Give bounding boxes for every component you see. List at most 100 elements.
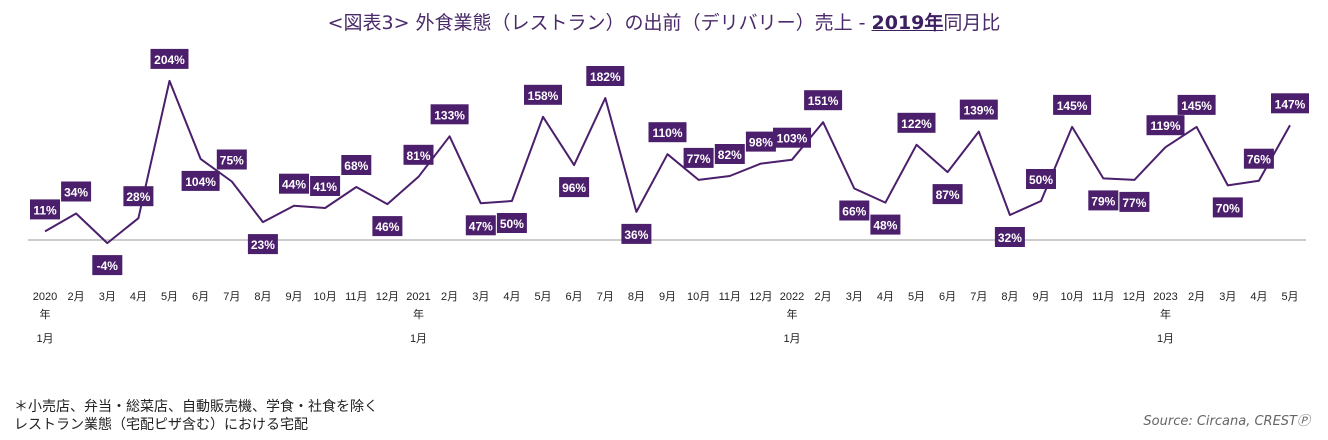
x-tick-label: 2021 — [406, 291, 430, 303]
data-label-box — [897, 112, 936, 133]
title-year: 2019年 — [871, 12, 944, 34]
data-label: 77% — [1122, 196, 1146, 210]
data-label-box — [279, 173, 309, 194]
x-tick-label: 10月 — [313, 291, 336, 303]
data-label-box — [932, 184, 963, 205]
data-label: 76% — [1247, 153, 1271, 167]
x-tick-label: 7月 — [970, 291, 987, 303]
x-tick-label: 12月 — [749, 291, 772, 303]
data-label: 47% — [469, 219, 493, 233]
x-tick-month: 1月 — [1157, 333, 1174, 345]
footnote-line-2: レストラン業態（宅配ピザ含む）における宅配 — [14, 417, 308, 433]
data-label: 36% — [624, 228, 648, 242]
x-tick-label: 3月 — [1219, 291, 1236, 303]
title-prefix: <図表3> 外食業態（レストラン）の出前（デリバリー）売上 - — [327, 12, 872, 34]
data-label: 32% — [998, 231, 1022, 245]
data-label: 50% — [500, 217, 524, 231]
x-tick-label: 3月 — [99, 291, 116, 303]
x-tick-label: 10月 — [1060, 291, 1083, 303]
data-label: 96% — [562, 181, 586, 195]
data-label-box — [1271, 93, 1309, 114]
data-label-box — [1119, 191, 1150, 212]
x-tick-label: 12月 — [376, 291, 399, 303]
x-tick-label: 2023 — [1153, 291, 1177, 303]
x-tick-label: 2月 — [68, 291, 85, 303]
footnote-line-1: ＊小売店、弁当・総菜店、自動販売機、学食・社食を除く — [14, 399, 378, 415]
data-label: 119% — [1150, 119, 1180, 133]
data-label-box — [1088, 190, 1119, 211]
data-label-box — [150, 48, 189, 69]
data-label-box — [524, 84, 562, 105]
data-label: 147% — [1275, 97, 1306, 111]
data-label-box — [1053, 94, 1092, 115]
x-tick-label: 2月 — [815, 291, 832, 303]
x-tick-label: 9月 — [285, 291, 302, 303]
x-tick-year-mark: 年 — [40, 307, 51, 321]
x-tick-label: 8月 — [628, 291, 645, 303]
data-label-box — [745, 131, 776, 152]
data-label: 82% — [718, 148, 742, 162]
x-tick-label: 3月 — [472, 291, 489, 303]
data-label-box — [1146, 115, 1185, 136]
data-label-box — [773, 127, 811, 148]
data-label: 70% — [1216, 201, 1240, 215]
data-label-box — [621, 223, 652, 244]
data-label: 133% — [434, 108, 465, 122]
data-label: 204% — [154, 53, 185, 67]
title-suffix: 同月比 — [943, 12, 1001, 34]
data-label: 151% — [808, 94, 839, 108]
x-tick-label: 11月 — [719, 291, 741, 303]
chart-title: <図表3> 外食業態（レストラン）の出前（デリバリー）売上 - 2019年同月比 — [0, 8, 1328, 35]
data-label: -4% — [97, 259, 119, 273]
x-tick-label: 5月 — [161, 291, 178, 303]
x-tick-label: 2022 — [780, 291, 804, 303]
data-label: 145% — [1057, 99, 1088, 113]
data-label-box — [648, 122, 687, 143]
x-tick-label: 6月 — [566, 291, 583, 303]
x-tick-label: 2月 — [1188, 291, 1205, 303]
data-label: 68% — [344, 159, 368, 173]
data-label-box — [1177, 94, 1216, 115]
x-tick-label: 11月 — [1092, 291, 1114, 303]
x-tick-month: 1月 — [36, 333, 53, 345]
data-label: 81% — [406, 149, 430, 163]
data-label: 122% — [901, 117, 932, 131]
data-label-box — [870, 214, 901, 235]
data-label-box — [465, 215, 496, 236]
data-label-box — [959, 99, 998, 120]
data-label: 28% — [126, 190, 150, 204]
data-label: 145% — [1181, 99, 1212, 113]
data-label: 79% — [1091, 194, 1115, 208]
data-label-box — [804, 90, 843, 111]
x-tick-label: 12月 — [1123, 291, 1146, 303]
data-label: 104% — [185, 175, 216, 189]
data-label-box — [403, 144, 434, 165]
x-tick-label: 10月 — [687, 291, 710, 303]
x-tick-year-mark: 年 — [1160, 307, 1171, 321]
x-tick-label: 4月 — [1250, 291, 1267, 303]
data-label: 182% — [590, 70, 621, 84]
x-tick-label: 6月 — [939, 291, 956, 303]
data-label: 46% — [375, 220, 399, 234]
x-tick-label: 9月 — [1032, 291, 1049, 303]
data-label: 11% — [33, 203, 57, 217]
data-label-box — [310, 176, 341, 196]
x-tick-label: 7月 — [597, 291, 614, 303]
data-label-box — [61, 181, 92, 202]
data-label-box — [559, 177, 590, 198]
data-label: 34% — [64, 186, 88, 200]
x-tick-label: 2020 — [33, 291, 57, 303]
data-label-box — [1243, 148, 1274, 169]
data-label-box — [430, 104, 469, 125]
series-line — [44, 79, 1291, 245]
x-tick-label: 7月 — [223, 291, 240, 303]
x-tick-label: 4月 — [503, 291, 520, 303]
x-tick-label: 5月 — [534, 291, 551, 303]
x-tick-month: 1月 — [410, 333, 427, 345]
source-credit: Source: Circana, CRESTⓅ — [1143, 414, 1310, 429]
data-label-box — [1026, 169, 1056, 189]
data-label-box — [341, 155, 372, 175]
data-label-box — [123, 186, 154, 207]
data-label-box — [1212, 197, 1243, 218]
data-label: 139% — [963, 104, 994, 118]
